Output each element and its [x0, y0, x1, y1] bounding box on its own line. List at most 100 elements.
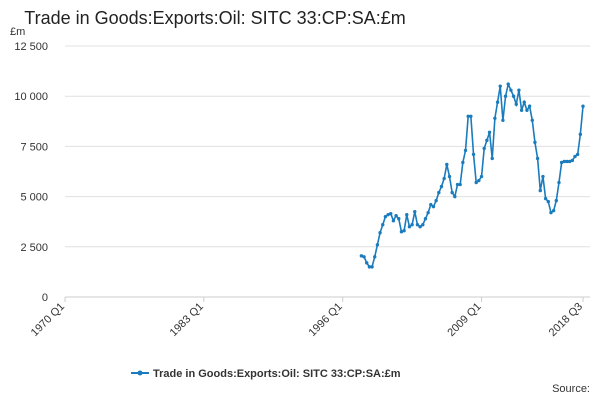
y-tick-label: 10 000 [14, 91, 48, 103]
point [535, 156, 540, 161]
point [405, 212, 409, 217]
point [562, 159, 567, 164]
point [538, 188, 542, 193]
x-tick-label: 2009 Q1 [445, 301, 483, 339]
point [415, 223, 420, 227]
point [485, 138, 489, 143]
point [373, 255, 377, 259]
point [573, 154, 577, 159]
point [495, 100, 500, 104]
point [429, 202, 433, 207]
point [437, 190, 441, 195]
point [367, 265, 372, 269]
point [466, 114, 470, 118]
point [581, 104, 585, 108]
point [557, 180, 561, 185]
point [389, 211, 393, 216]
point [463, 148, 468, 153]
point [511, 94, 516, 98]
point [506, 82, 510, 86]
point [541, 174, 545, 179]
x-tick-label: 1996 Q1 [306, 301, 344, 339]
legend-marker [137, 370, 143, 376]
point [546, 199, 550, 204]
point [517, 88, 521, 92]
source: Source: [552, 383, 590, 395]
point [554, 198, 558, 203]
point [533, 140, 537, 145]
point [461, 160, 465, 165]
point [458, 182, 462, 187]
point [551, 208, 556, 213]
point [362, 255, 366, 259]
point [402, 229, 406, 233]
point [469, 114, 473, 118]
x-tick-label: 1983 Q1 [168, 301, 206, 339]
y-axis-unit: £m [10, 26, 25, 38]
point [450, 190, 454, 195]
point [418, 225, 422, 229]
point [383, 214, 388, 219]
x-tick-label: 1970 Q1 [29, 301, 67, 339]
point [365, 261, 369, 265]
point [530, 118, 534, 122]
point [503, 94, 508, 98]
point [525, 108, 529, 112]
point [378, 231, 382, 235]
point [442, 176, 446, 181]
point [439, 184, 444, 189]
y-tick-label: 7 500 [20, 141, 48, 153]
point [471, 152, 476, 157]
point [487, 130, 492, 135]
line-series [361, 81, 584, 268]
point [413, 209, 417, 214]
point [479, 174, 484, 179]
y-tick-label: 5 000 [20, 192, 48, 204]
point [423, 216, 428, 221]
point [381, 223, 385, 227]
y-tick-label: 0 [42, 292, 48, 304]
point [407, 225, 412, 229]
point [549, 210, 553, 215]
point [522, 100, 526, 104]
point [567, 159, 572, 164]
point [434, 198, 438, 203]
point [543, 196, 548, 201]
point [375, 243, 380, 247]
point [565, 159, 569, 164]
point [453, 194, 457, 199]
point [519, 108, 524, 112]
point [431, 204, 436, 209]
point [421, 223, 425, 227]
point [575, 152, 580, 157]
y-tick-label: 2 500 [20, 242, 48, 254]
point [391, 218, 396, 223]
point [493, 116, 497, 120]
point [578, 132, 583, 137]
chart-title: Trade in Goods:Exports:Oil: SITC 33:CP:S… [24, 8, 405, 28]
point [482, 146, 486, 151]
point [410, 223, 414, 227]
point [498, 84, 502, 88]
y-tick-label: 12 500 [14, 41, 48, 53]
point [509, 88, 513, 92]
point [514, 102, 518, 106]
point [501, 118, 505, 122]
point [447, 174, 452, 179]
point [445, 162, 449, 167]
point [370, 265, 374, 269]
point [399, 230, 404, 234]
point [359, 254, 364, 258]
point [474, 180, 478, 185]
point [426, 210, 430, 215]
point [394, 213, 398, 218]
point [490, 156, 494, 161]
point [559, 160, 564, 165]
point [397, 216, 401, 221]
point [386, 212, 390, 217]
point [570, 158, 575, 163]
point [455, 182, 460, 187]
point [477, 178, 481, 183]
legend-label: Trade in Goods:Exports:Oil: SITC 33:CP:S… [153, 368, 401, 380]
